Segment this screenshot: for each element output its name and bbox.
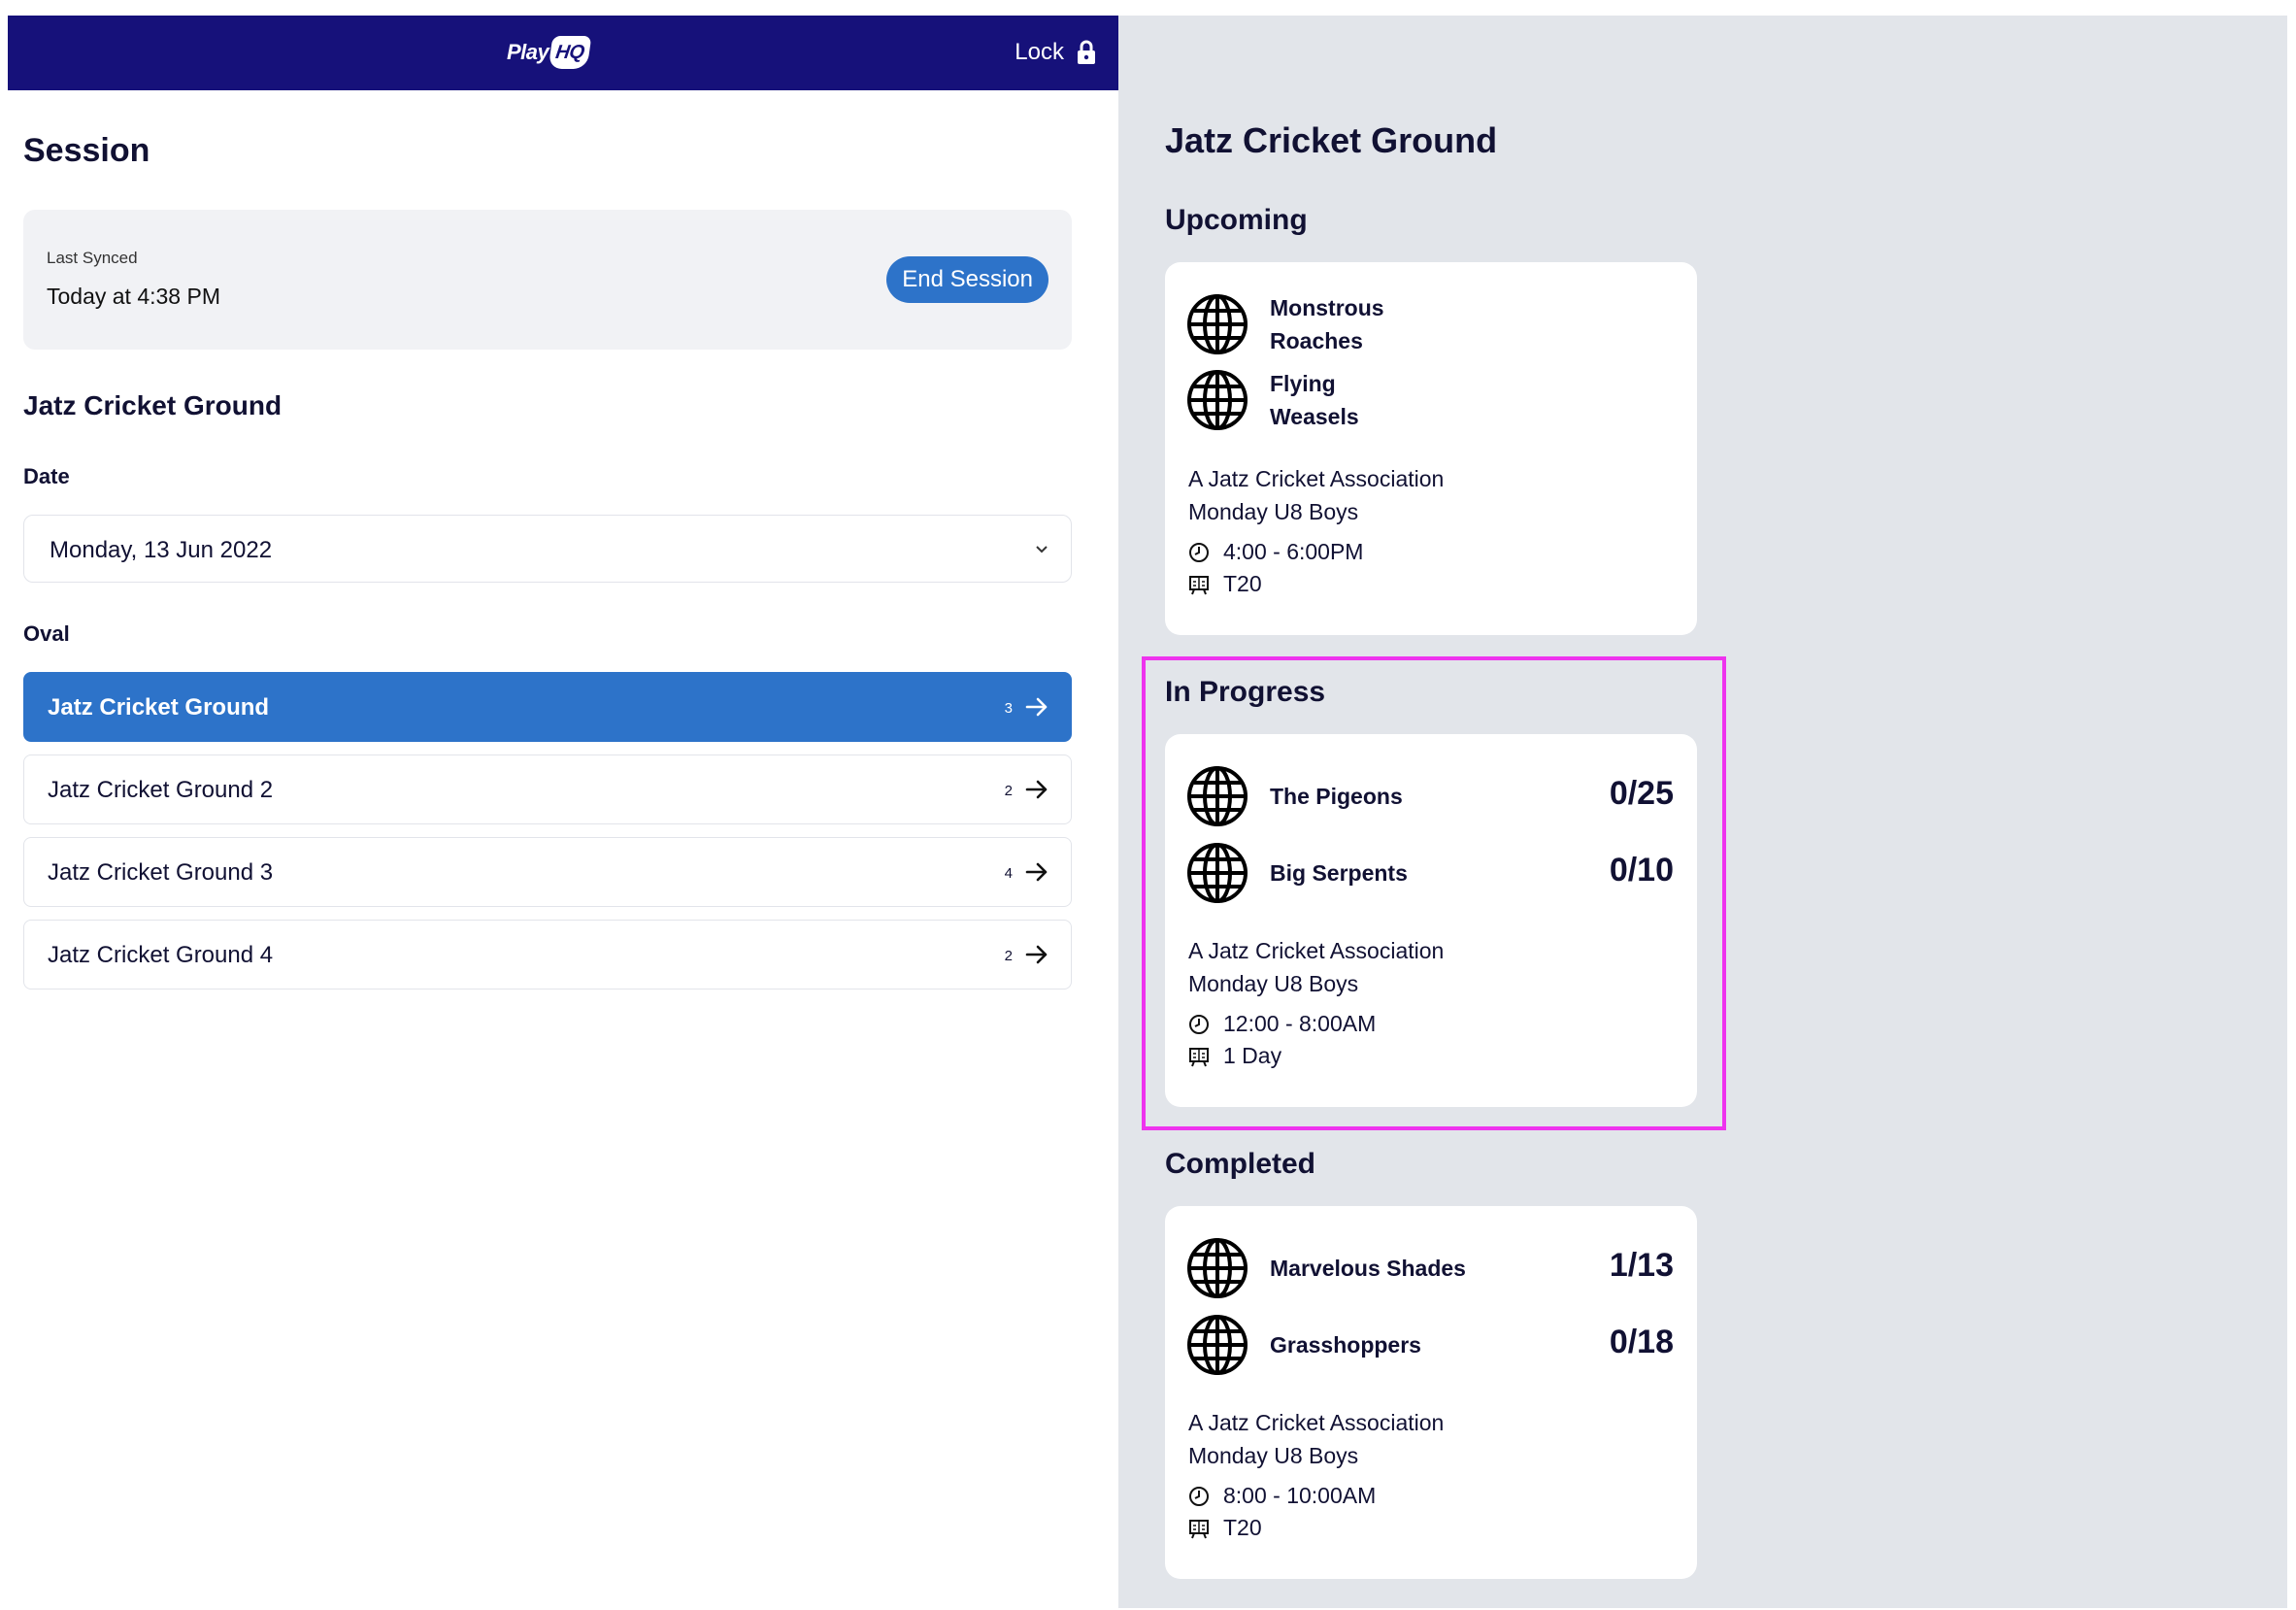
time-text: 8:00 - 10:00AM	[1223, 1483, 1377, 1508]
clock-icon	[1188, 542, 1210, 563]
time-text: 12:00 - 8:00AM	[1223, 1011, 1377, 1036]
lock-icon	[1078, 40, 1095, 64]
team-score: 0/18	[1609, 1324, 1674, 1360]
team-name: Flying Weasels	[1270, 371, 1359, 429]
session-panel: Play HQ Lock Session Last Synced Today a…	[8, 16, 1118, 1610]
team-row: Grasshoppers	[1186, 1314, 1421, 1376]
team-name: The Pigeons	[1270, 784, 1403, 809]
grade-name: Monday U8 Boys	[1188, 1443, 1359, 1468]
last-synced-value: Today at 4:38 PM	[47, 284, 220, 309]
match-format: 1 Day	[1188, 1043, 1281, 1069]
oval-label: Oval	[23, 621, 70, 646]
match-time: 8:00 - 10:00AM	[1188, 1483, 1376, 1509]
globe-icon	[1186, 842, 1248, 904]
in-progress-heading: In Progress	[1165, 676, 1326, 708]
team-score: 1/13	[1609, 1247, 1674, 1284]
team-name: Marvelous Shades	[1270, 1256, 1466, 1281]
team-row: Marvelous Shades	[1186, 1237, 1466, 1299]
team-name: Big Serpents	[1270, 860, 1408, 886]
oval-name: Jatz Cricket Ground	[48, 694, 270, 721]
association-name: A Jatz Cricket Association	[1188, 1410, 1445, 1435]
team-row: Flying Weasels	[1186, 367, 1396, 433]
association-name: A Jatz Cricket Association	[1188, 938, 1445, 963]
match-format: T20	[1188, 571, 1262, 597]
team-row: Monstrous Roaches	[1186, 291, 1396, 357]
oval-count: 2	[1004, 783, 1013, 799]
completed-heading: Completed	[1165, 1148, 1316, 1180]
format-text: 1 Day	[1223, 1043, 1282, 1068]
clock-icon	[1188, 1014, 1210, 1035]
arrow-right-icon	[1024, 859, 1049, 885]
globe-icon	[1186, 1237, 1248, 1299]
detail-title: Jatz Cricket Ground	[1165, 120, 1498, 160]
oval-count: 3	[1004, 700, 1013, 717]
logo-text: Play	[507, 40, 549, 64]
date-value: Monday, 13 Jun 2022	[50, 537, 273, 563]
time-text: 4:00 - 6:00PM	[1223, 539, 1364, 564]
match-time: 12:00 - 8:00AM	[1188, 1011, 1376, 1037]
upcoming-match-card[interactable]: Monstrous Roaches Flying Weasels A Jatz …	[1165, 262, 1697, 635]
grade-name: Monday U8 Boys	[1188, 499, 1359, 524]
globe-icon	[1186, 765, 1248, 827]
ground-title: Jatz Cricket Ground	[23, 390, 283, 420]
upcoming-heading: Upcoming	[1165, 204, 1308, 236]
ground-detail-panel: Jatz Cricket Ground Upcoming Monstrous R…	[1118, 16, 2287, 1608]
lock-label: Lock	[1015, 39, 1064, 65]
oval-list: Jatz Cricket Ground 3 Jatz Cricket Groun…	[23, 672, 1072, 1002]
oval-name: Jatz Cricket Ground 2	[48, 777, 274, 803]
team-row: The Pigeons	[1186, 765, 1403, 827]
oval-count: 4	[1004, 865, 1013, 882]
team-name: Monstrous Roaches	[1270, 295, 1384, 353]
match-format: T20	[1188, 1515, 1262, 1541]
oval-name: Jatz Cricket Ground 3	[48, 859, 274, 886]
lock-button[interactable]: Lock	[1015, 35, 1097, 70]
clock-icon	[1188, 1486, 1210, 1507]
format-text: T20	[1223, 571, 1262, 596]
globe-icon	[1186, 369, 1248, 431]
scoreboard-icon	[1188, 574, 1210, 595]
team-score: 0/25	[1609, 775, 1674, 812]
arrow-right-icon	[1024, 694, 1049, 720]
arrow-right-icon	[1024, 942, 1049, 967]
chevron-down-icon	[1036, 546, 1048, 553]
match-time: 4:00 - 6:00PM	[1188, 539, 1363, 565]
date-label: Date	[23, 464, 70, 488]
oval-count: 2	[1004, 948, 1013, 964]
oval-item-1[interactable]: Jatz Cricket Ground 3	[23, 672, 1072, 742]
team-score: 0/10	[1609, 852, 1674, 889]
oval-item-2[interactable]: Jatz Cricket Ground 2 2	[23, 755, 1072, 824]
completed-match-card[interactable]: Marvelous Shades 1/13 Grasshoppers 0/18 …	[1165, 1206, 1697, 1579]
sync-status-box: Last Synced Today at 4:38 PM End Session	[23, 210, 1072, 350]
team-row: Big Serpents	[1186, 842, 1408, 904]
top-bar: Play HQ Lock	[8, 16, 1118, 90]
scoreboard-icon	[1188, 1046, 1210, 1067]
oval-name: Jatz Cricket Ground 4	[48, 942, 274, 968]
scoreboard-icon	[1188, 1518, 1210, 1539]
association-name: A Jatz Cricket Association	[1188, 466, 1445, 491]
playhq-logo: Play HQ	[507, 33, 592, 72]
globe-icon	[1186, 293, 1248, 355]
arrow-right-icon	[1024, 777, 1049, 802]
last-synced-label: Last Synced	[47, 249, 138, 267]
oval-item-4[interactable]: Jatz Cricket Ground 4 2	[23, 920, 1072, 989]
in-progress-match-card[interactable]: The Pigeons 0/25 Big Serpents 0/10 A Jat…	[1165, 734, 1697, 1107]
grade-name: Monday U8 Boys	[1188, 971, 1359, 996]
logo-badge: HQ	[548, 36, 592, 69]
page-title: Session	[23, 132, 150, 169]
team-name: Grasshoppers	[1270, 1332, 1421, 1358]
date-select[interactable]: Monday, 13 Jun 2022	[23, 515, 1072, 583]
format-text: T20	[1223, 1515, 1262, 1540]
oval-item-3[interactable]: Jatz Cricket Ground 3 4	[23, 837, 1072, 907]
globe-icon	[1186, 1314, 1248, 1376]
end-session-button[interactable]: End Session	[886, 256, 1048, 303]
